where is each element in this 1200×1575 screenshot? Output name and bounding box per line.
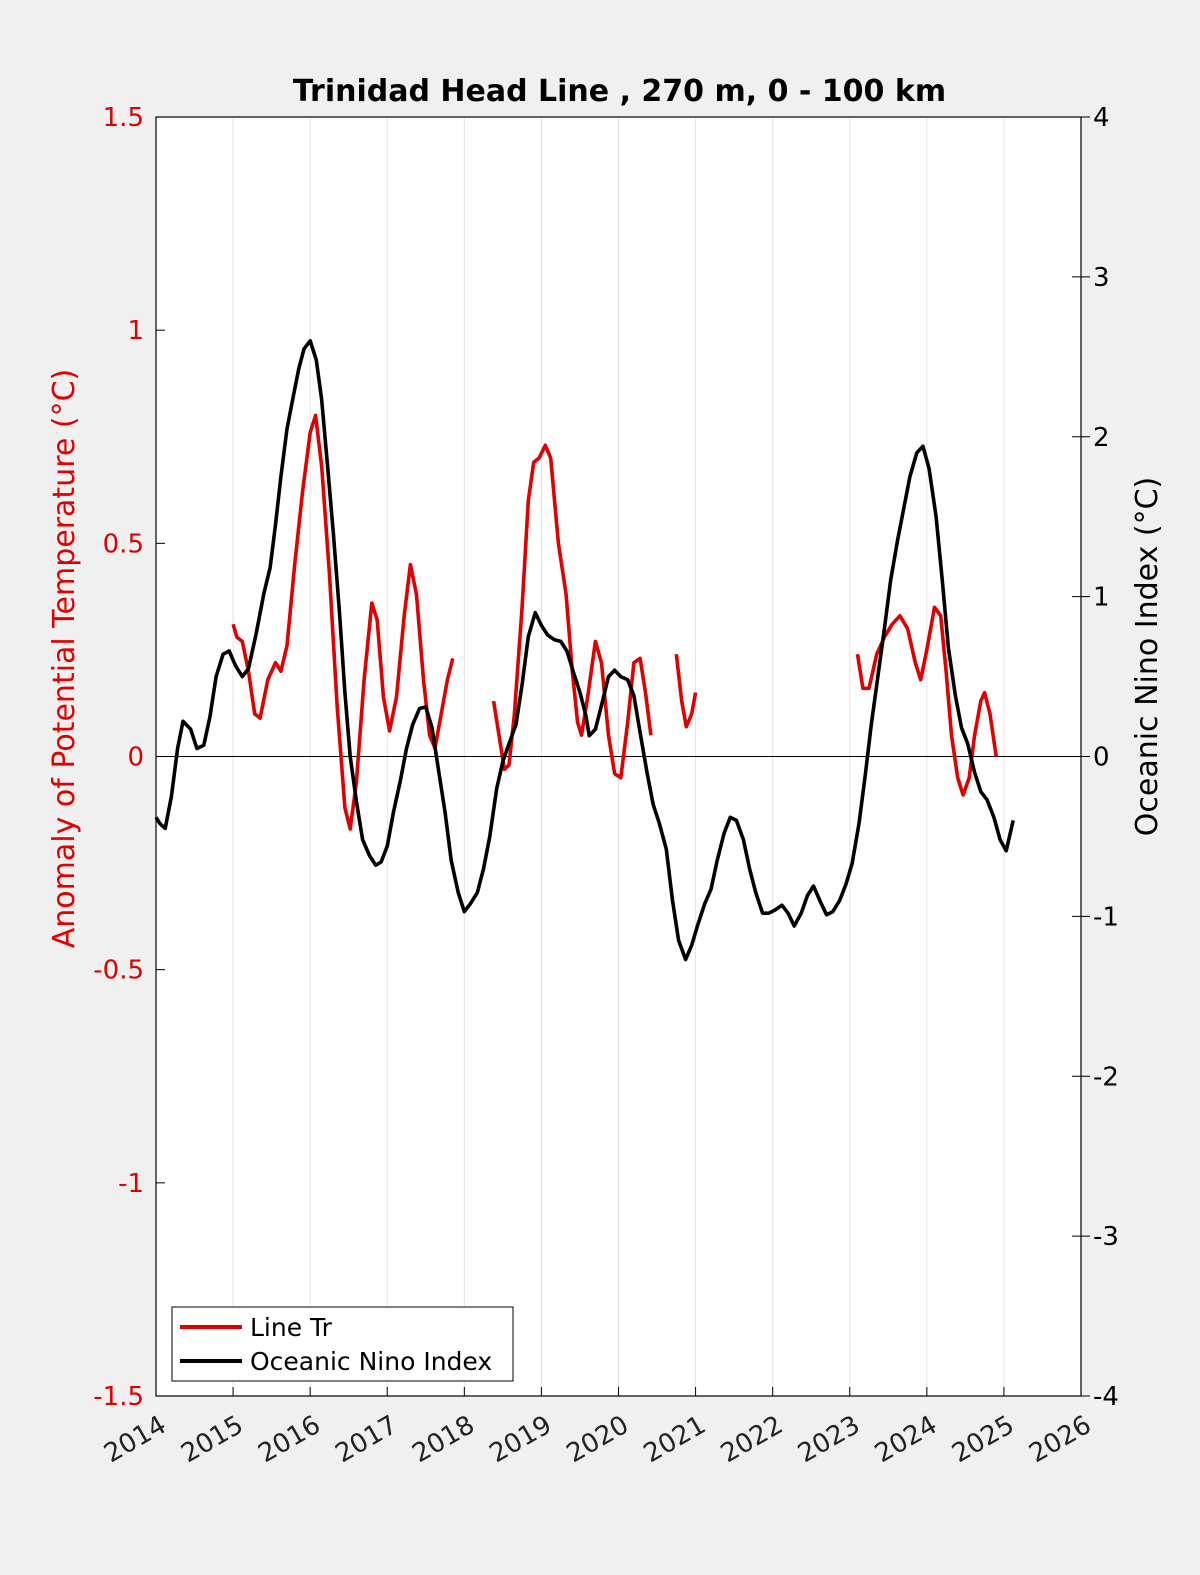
y-right-tick-label: 4: [1093, 103, 1110, 133]
chart-title: Trinidad Head Line , 270 m, 0 - 100 km: [293, 74, 946, 109]
y-axis-right-label: Oceanic Nino Index (°C): [1130, 477, 1165, 837]
series-oni-segment-0: [154, 339, 1015, 962]
y-left-tick-label: 1.5: [103, 103, 144, 133]
legend-label-line-tr: Line Tr: [250, 1313, 333, 1342]
y-right-tick-label: 1: [1093, 583, 1110, 613]
y-left-tick-label: 0: [127, 743, 144, 773]
series-layer: [154, 339, 1015, 962]
y-left-tick-label: -1: [118, 1169, 144, 1199]
y-right-tick-label: -1: [1093, 902, 1119, 932]
y-right-tick-label: 2: [1093, 423, 1110, 453]
y-right-tick-label: -2: [1093, 1062, 1119, 1092]
series-line-tr-segment-2: [674, 653, 698, 729]
y-right-tick-label: -3: [1093, 1222, 1119, 1252]
legend-box: [171, 1306, 514, 1382]
y-right-tick-label: 3: [1093, 263, 1110, 293]
y-left-tick-label: -0.5: [93, 956, 144, 986]
left-y-axis-ticks: 1.5 1 0.5 0 -0.5 -1 -1.5: [93, 103, 165, 1412]
legend: Line Tr Oceanic Nino Index: [171, 1306, 514, 1382]
right-y-axis-ticks: 4 3 2 1 0 -1 -2 -3 -4: [1072, 103, 1119, 1412]
y-left-tick-label: -1.5: [93, 1382, 144, 1412]
y-right-tick-label: -4: [1093, 1382, 1119, 1412]
y-left-tick-label: 0.5: [103, 529, 144, 559]
series-line-tr-segment-0: [231, 413, 455, 831]
y-axis-left-label: Anomaly of Potential Temperature (°C): [47, 369, 82, 948]
legend-label-oni: Oceanic Nino Index: [250, 1347, 492, 1376]
y-left-tick-label: 1: [127, 316, 144, 346]
y-right-tick-label: 0: [1093, 743, 1110, 773]
